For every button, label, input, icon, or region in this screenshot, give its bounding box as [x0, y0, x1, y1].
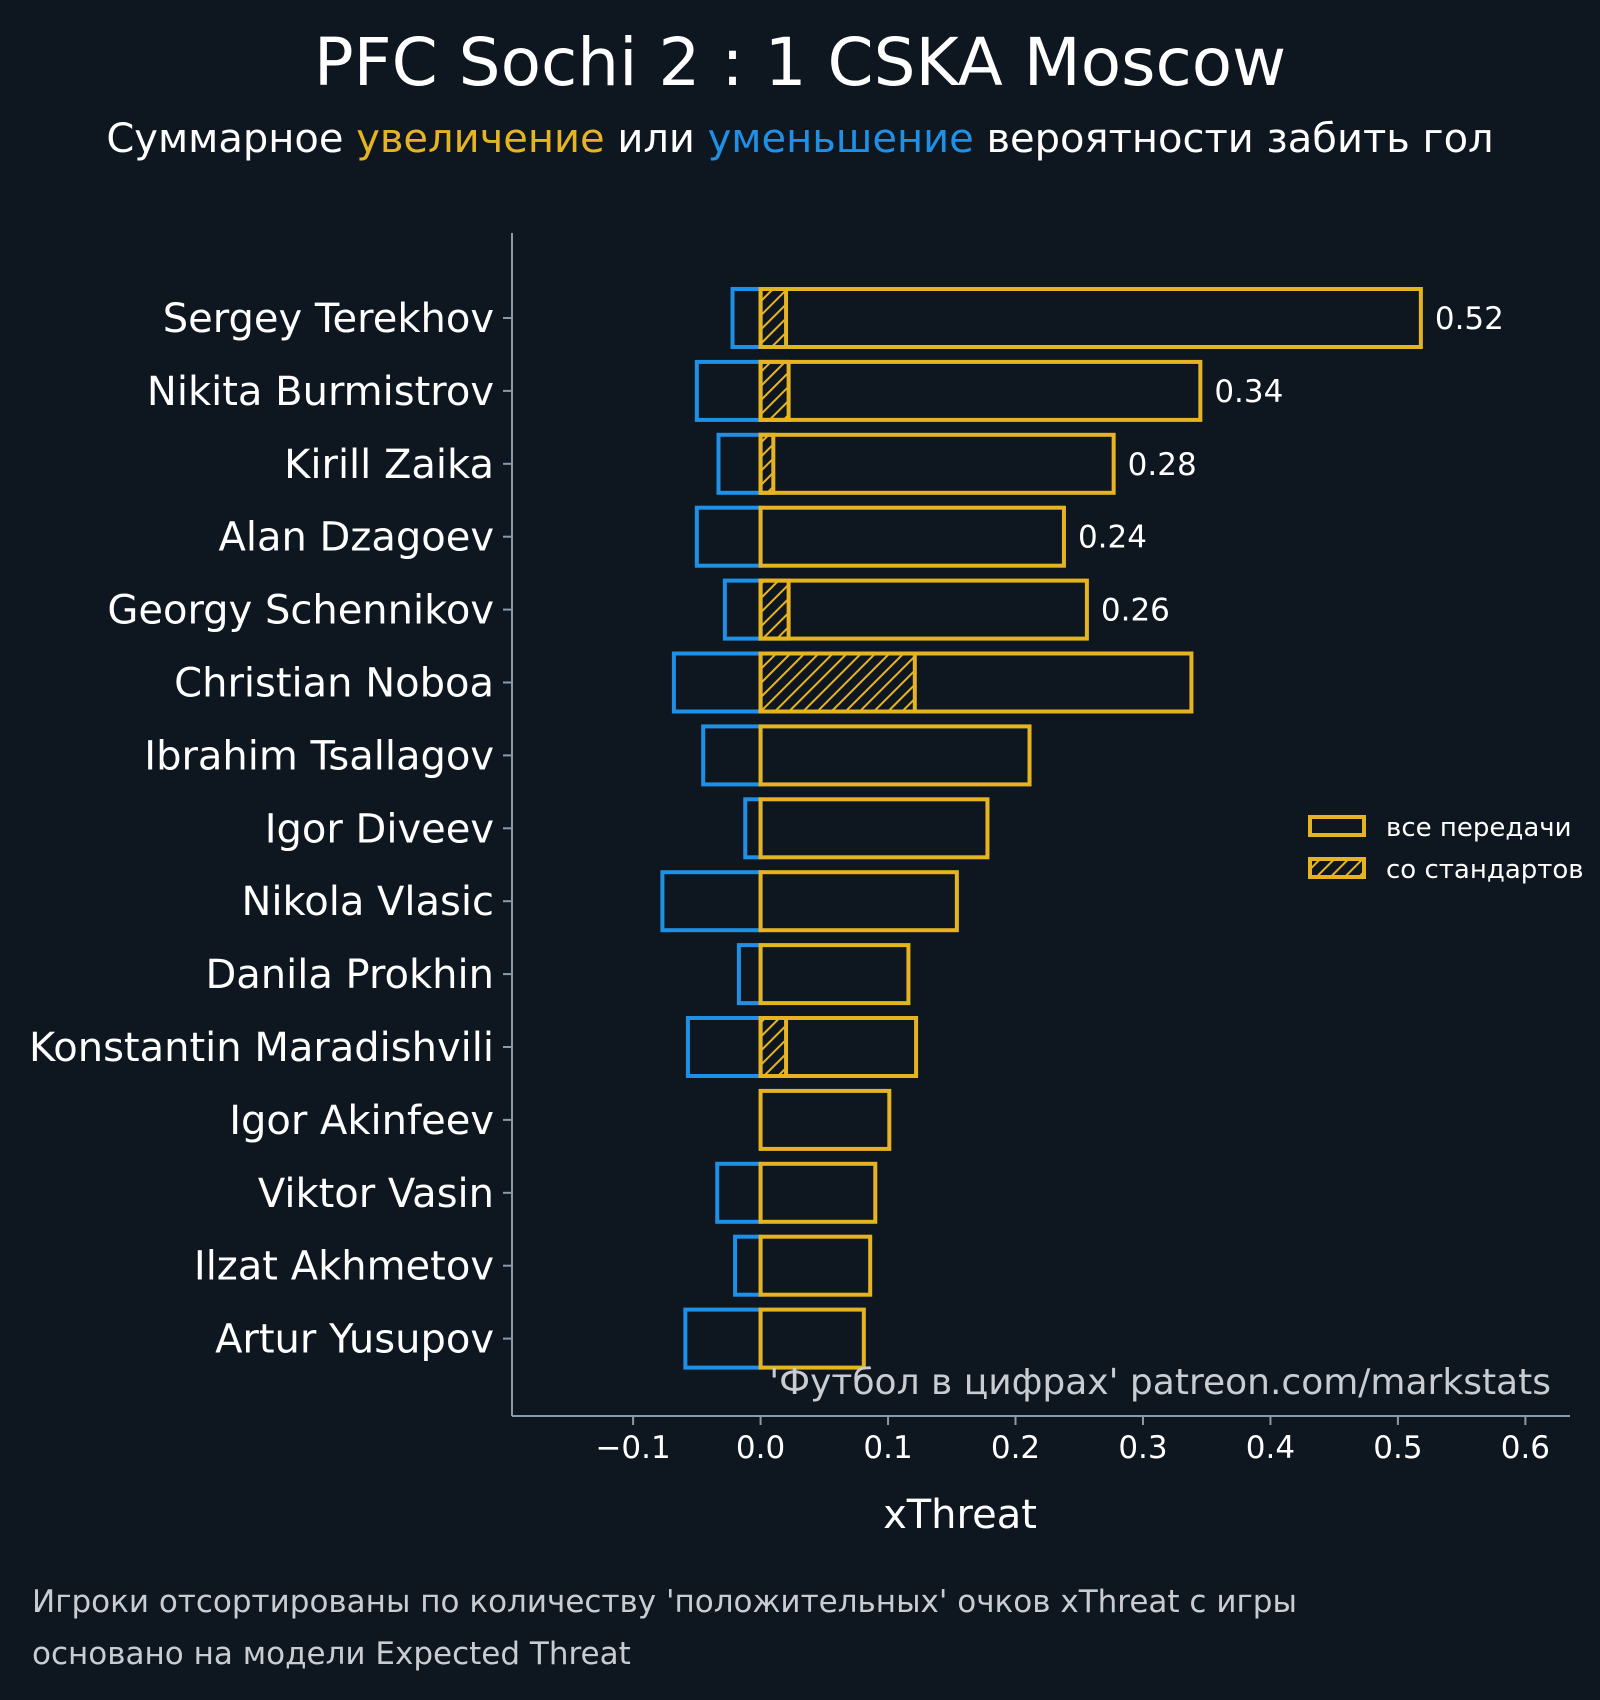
player-name-label: Viktor Vasin	[258, 1171, 494, 1217]
negative-bar	[716, 432, 763, 495]
set-piece-bar	[758, 578, 791, 641]
negative-bar	[722, 578, 763, 641]
negative-bar	[660, 870, 763, 933]
negative-bar	[730, 287, 763, 349]
set-piece-bar	[758, 651, 917, 714]
player-name-label: Georgy Schennikov	[107, 588, 494, 634]
legend-swatch-all-passes	[1308, 815, 1366, 837]
subtitle-part-2: или	[605, 116, 708, 162]
positive-bar	[758, 359, 1203, 422]
player-name-label: Igor Diveev	[265, 806, 494, 852]
footnote-line-2: основано на модели Expected Threat	[32, 1636, 631, 1672]
positive-bar	[758, 432, 1116, 495]
chart-subtitle: Суммарное увеличение или уменьшение веро…	[106, 116, 1493, 162]
negative-bar	[671, 651, 763, 714]
negative-bar	[685, 1016, 763, 1078]
value-label: 0.24	[1078, 520, 1147, 556]
player-name-label: Danila Prokhin	[205, 952, 494, 998]
chart-title: PFC Sochi 2 : 1 CSKA Moscow	[314, 24, 1286, 101]
positive-bar	[758, 651, 1194, 714]
subtitle-part-1: Суммарное	[106, 116, 356, 162]
positive-bar	[758, 287, 1423, 349]
footnote-line-1: Игроки отсортированы по количеству 'поло…	[32, 1584, 1297, 1620]
legend: все передачи со стандартов	[1308, 813, 1584, 885]
player-name-label: Igor Akinfeev	[229, 1098, 494, 1144]
negative-bar	[683, 1307, 763, 1370]
player-name-label: Kirill Zaika	[284, 442, 494, 488]
player-name-label: Nikita Burmistrov	[147, 369, 494, 415]
watermark: 'Футбол в цифрах' patreon.com/markstats	[769, 1362, 1551, 1403]
positive-bar	[758, 1307, 866, 1370]
set-piece-bar	[758, 1016, 789, 1078]
negative-bar	[715, 1161, 763, 1224]
legend-label-all-passes: все передачи	[1386, 813, 1572, 843]
positive-bar	[758, 724, 1032, 787]
subtitle-decrease: уменьшение	[708, 116, 974, 162]
x-tick-label: 0.4	[1246, 1430, 1295, 1466]
value-label: 0.34	[1214, 374, 1283, 410]
negative-bar	[736, 943, 763, 1006]
player-name-label: Artur Yusupov	[215, 1317, 494, 1363]
positive-bar	[758, 1088, 892, 1151]
value-label: 0.28	[1128, 447, 1197, 483]
positive-bar	[758, 578, 1089, 641]
negative-bar	[701, 724, 763, 787]
player-name-label: Alan Dzagoev	[218, 515, 494, 561]
positive-bar	[758, 943, 911, 1006]
negative-bar	[694, 359, 763, 422]
x-tick-label: 0.1	[863, 1430, 912, 1466]
positive-bar	[758, 1016, 919, 1078]
player-name-label: Sergey Terekhov	[163, 296, 494, 342]
x-tick-label: 0.0	[736, 1430, 785, 1466]
player-name-label: Ilzat Akhmetov	[194, 1244, 494, 1290]
positive-bar	[758, 505, 1066, 568]
subtitle-part-3: вероятности забить гол	[974, 116, 1494, 162]
positive-bar	[758, 797, 990, 860]
x-tick-label: 0.6	[1501, 1430, 1550, 1466]
positive-bar	[758, 870, 959, 933]
player-name-label: Christian Noboa	[174, 661, 494, 707]
x-tick-label: 0.2	[991, 1430, 1040, 1466]
positive-bar	[758, 1234, 873, 1297]
value-label: 0.26	[1101, 593, 1170, 629]
value-label: 0.52	[1435, 301, 1504, 337]
subtitle-increase: увеличение	[356, 116, 604, 162]
legend-swatch-set-pieces	[1308, 857, 1366, 879]
negative-bar	[733, 1234, 763, 1297]
set-piece-bar	[758, 359, 791, 422]
x-tick-label: 0.3	[1118, 1430, 1167, 1466]
negative-bar	[743, 797, 763, 860]
legend-label-set-pieces: со стандартов	[1386, 855, 1584, 885]
player-name-label: Ibrahim Tsallagov	[144, 733, 494, 779]
player-name-label: Konstantin Maradishvili	[29, 1025, 494, 1071]
x-axis-label: xThreat	[883, 1492, 1037, 1538]
positive-bar	[758, 1161, 878, 1224]
x-tick-label: 0.5	[1373, 1430, 1422, 1466]
x-tick-label: −0.1	[595, 1430, 670, 1466]
plot-area: −0.1 0.0 0.1 0.2 0.3 0.4 0.5 0.6 Sergey Terekhov…	[29, 233, 1570, 1466]
set-piece-bar	[758, 287, 789, 349]
player-name-label: Nikola Vlasic	[241, 879, 494, 925]
negative-bar	[694, 505, 763, 568]
